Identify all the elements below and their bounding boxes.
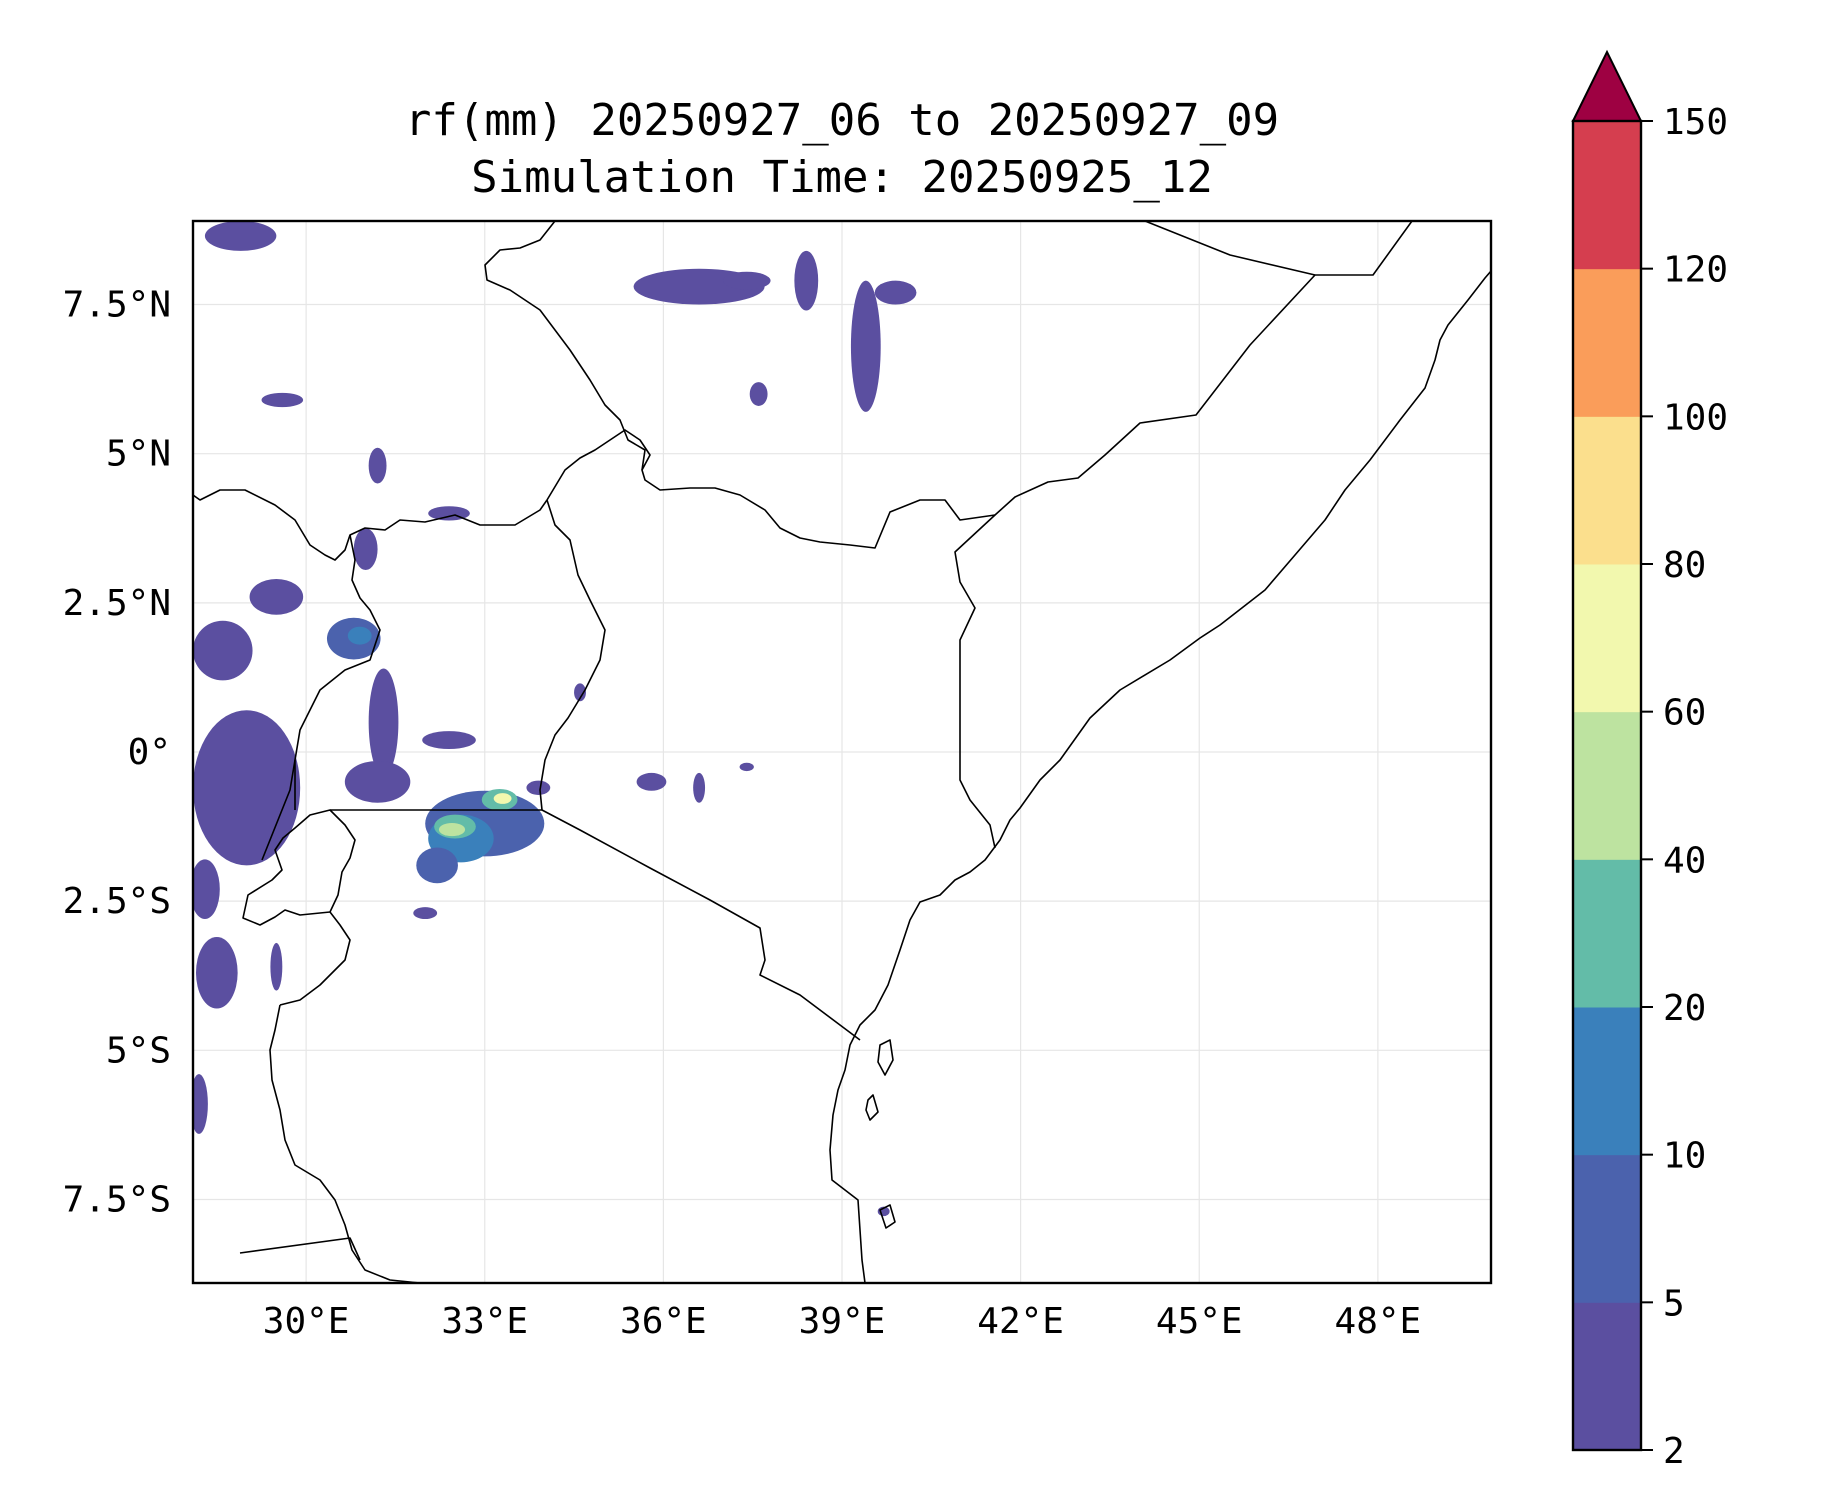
rainfall-cell — [353, 528, 378, 571]
rainfall-cell — [413, 907, 438, 920]
colorbar-tick-label: 5 — [1663, 1283, 1685, 1324]
map-title-line1: rf(mm) 20250927_06 to 20250927_09 — [405, 95, 1279, 146]
xtick-label: 36°E — [620, 1301, 707, 1342]
border-tanzania-kenya — [541, 809, 861, 1041]
rainfall-cell — [347, 626, 372, 645]
colorbar-tick-label: 2 — [1663, 1431, 1685, 1472]
rainfall-cell — [850, 280, 881, 412]
border-uganda-kenya — [539, 499, 606, 811]
rainfall-cell — [204, 221, 277, 251]
colorbar-tick-label: 80 — [1663, 545, 1706, 586]
border-uganda-southsudan — [193, 489, 548, 561]
colorbar: 2 5 10 20 40 60 80 100 120 150 — [1571, 49, 1728, 1472]
rainfall-cell — [636, 772, 667, 791]
ytick-label: 2.5°N — [63, 583, 171, 624]
rainfall-cell — [261, 392, 304, 408]
rainfall-cell — [749, 382, 768, 406]
ytick-label: 5°N — [106, 434, 171, 475]
ytick-label: 7.5°N — [63, 285, 171, 326]
rainfall-cell — [193, 859, 220, 920]
rainfall-cell — [526, 780, 551, 795]
ytick-label: 0° — [128, 732, 171, 773]
rainfall-cell — [693, 772, 706, 803]
colorbar-band — [1573, 1007, 1641, 1156]
rainfall-cell — [193, 710, 301, 866]
border-southsudan-ethiopia — [484, 221, 646, 471]
rainfall-cell — [416, 847, 458, 884]
colorbar-band — [1573, 1302, 1641, 1451]
map-frame — [191, 219, 1493, 1285]
rainfall-cell — [344, 760, 411, 803]
ytick-label: 7.5°S — [63, 1179, 171, 1220]
rainfall-cell — [368, 447, 387, 484]
border-zambia-tanzania — [239, 1237, 361, 1261]
colorbar-tick-label: 60 — [1663, 693, 1706, 734]
rainfall-cell — [368, 668, 399, 776]
border-west-drc — [261, 759, 296, 861]
colorbar-tick-label: 20 — [1663, 988, 1706, 1029]
rainfall-cell — [722, 271, 771, 290]
rainfall-cell — [438, 822, 466, 837]
map-title-line2: Simulation Time: 20250925_12 — [471, 152, 1213, 203]
colorbar-extend-arrow — [1571, 49, 1643, 122]
island-pemba — [879, 1204, 896, 1229]
colorbar-band — [1573, 859, 1641, 1008]
rainfall-cell — [422, 731, 476, 750]
ytick-label: 5°S — [106, 1030, 171, 1071]
ytick-label: 2.5°S — [63, 881, 171, 922]
colorbar-tick-label: 40 — [1663, 840, 1706, 881]
border-ethiopia-djibouti — [1144, 221, 1316, 276]
longitude-axis: 30°E 33°E 36°E 39°E 42°E 45°E 48°E — [263, 1301, 1421, 1342]
country-borders — [193, 221, 1491, 1283]
map-panel — [191, 219, 1493, 1285]
latitude-axis: 7.5°N 5°N 2.5°N 0° 2.5°S 5°S 7.5°S — [63, 285, 171, 1221]
rainfall-cell — [270, 942, 283, 991]
xtick-label: 48°E — [1335, 1301, 1422, 1342]
colorbar-band — [1573, 564, 1641, 713]
gridlines — [193, 221, 1491, 1283]
border-kenya-ethiopia — [546, 429, 996, 549]
xtick-label: 33°E — [441, 1301, 528, 1342]
colorbar-bands — [1573, 121, 1641, 1451]
colorbar-tick-label: 100 — [1663, 397, 1728, 438]
rainfall-cell — [739, 762, 754, 772]
xtick-label: 45°E — [1156, 1301, 1243, 1342]
rainfall-cell — [493, 793, 512, 804]
rainfall-cell — [874, 280, 917, 305]
rainfall-field — [193, 221, 917, 1217]
colorbar-tick-label: 10 — [1663, 1136, 1706, 1177]
colorbar-band — [1573, 416, 1641, 565]
rainfall-cell — [249, 578, 304, 615]
rainfall-cell — [195, 936, 238, 1009]
rainfall-cell — [574, 683, 586, 702]
rainfall-cell — [193, 620, 253, 681]
xtick-label: 42°E — [977, 1301, 1064, 1342]
island-zanzibar — [877, 1039, 894, 1076]
coastline — [829, 270, 1491, 1283]
colorbar-tick-label: 150 — [1663, 102, 1728, 143]
rainfall-cell — [193, 1074, 208, 1134]
border-somalia-ethiopia — [954, 221, 1413, 849]
border-rwanda-burundi — [242, 809, 356, 926]
colorbar-band — [1573, 1154, 1641, 1303]
colorbar-band — [1573, 711, 1641, 860]
colorbar-ticks: 2 5 10 20 40 60 80 100 120 150 — [1641, 102, 1728, 1472]
colorbar-tick-label: 120 — [1663, 250, 1728, 291]
xtick-label: 39°E — [799, 1301, 886, 1342]
colorbar-band — [1573, 121, 1641, 270]
border-uganda-drc — [294, 534, 381, 810]
island-mafia — [865, 1094, 879, 1121]
colorbar-band — [1573, 268, 1641, 417]
lake-tanganyika-shore — [269, 1004, 421, 1283]
rainfall-cell — [794, 250, 819, 311]
xtick-label: 30°E — [263, 1301, 350, 1342]
border-tanzania-burundi — [279, 911, 351, 1006]
colorbar-frame — [1571, 119, 1643, 1452]
